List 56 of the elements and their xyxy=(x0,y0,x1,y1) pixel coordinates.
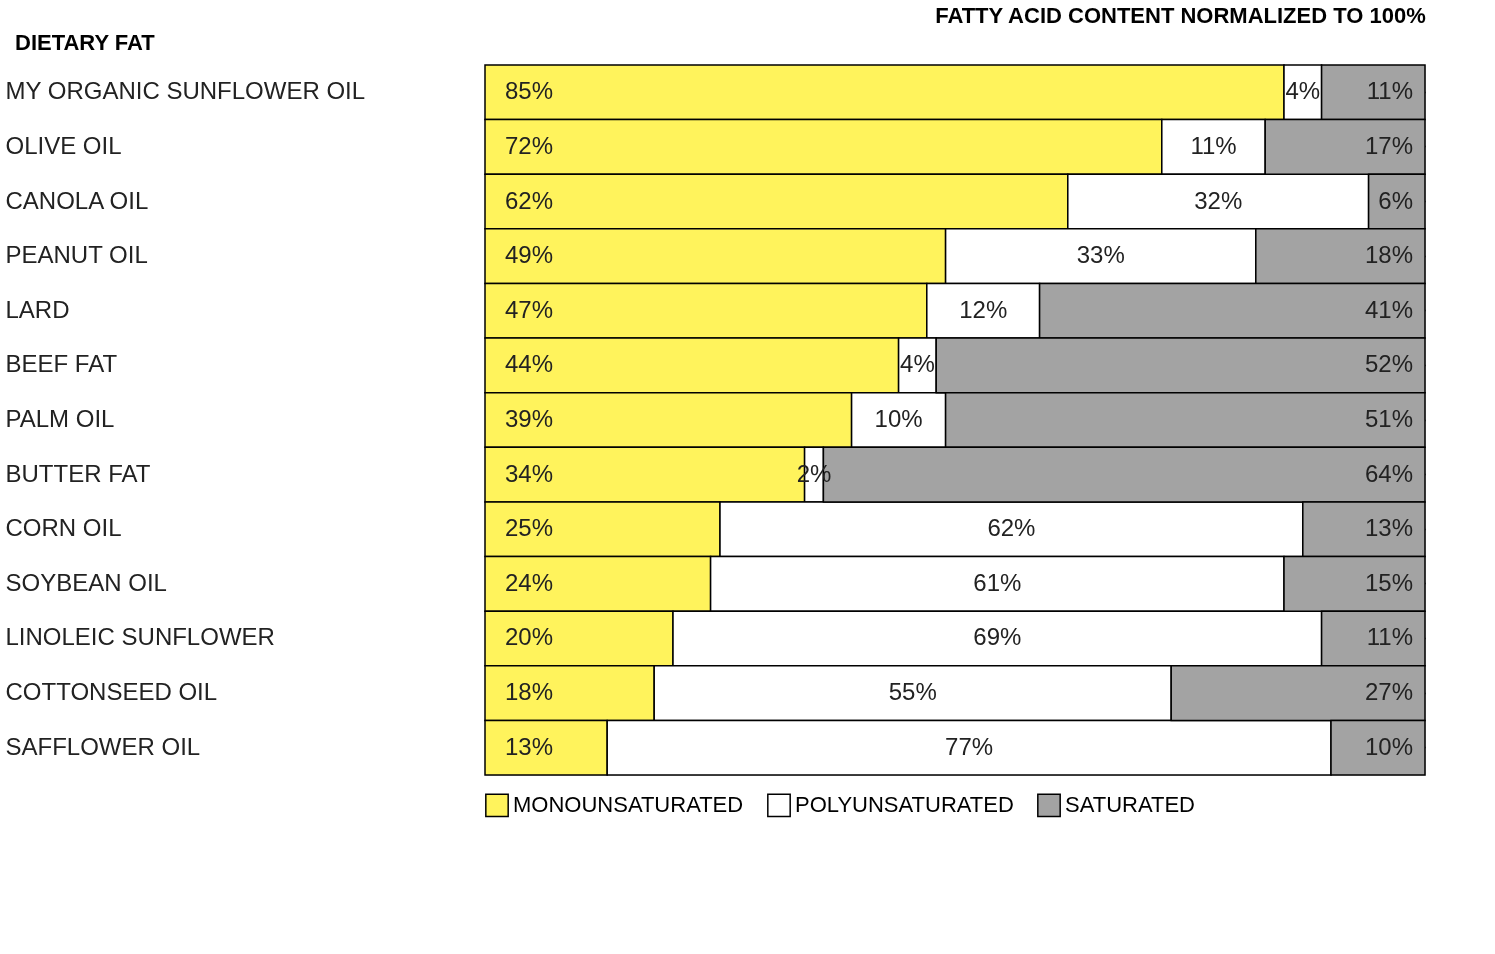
y-tick-label: SOYBEAN OIL xyxy=(5,568,167,596)
data-label: 72% xyxy=(505,131,554,159)
data-label: 25% xyxy=(505,514,554,542)
data-label: 47% xyxy=(505,295,554,323)
data-label: 52% xyxy=(1364,350,1413,378)
legend-label: POLYUNSATURATED xyxy=(795,792,1014,818)
data-label: 17% xyxy=(1364,131,1413,159)
y-tick-label: BEEF FAT xyxy=(5,350,118,378)
legend-label: SATURATED xyxy=(1065,792,1195,818)
text: DIETARY FAT xyxy=(15,30,156,55)
data-label: 18% xyxy=(1364,241,1413,269)
data-label: 64% xyxy=(1364,459,1413,487)
data-label: 18% xyxy=(505,678,554,706)
data-label: 11% xyxy=(1190,131,1237,159)
data-label: 61% xyxy=(973,568,1022,596)
y-tick-label: OLIVE OIL xyxy=(5,131,122,159)
legend-label: MONOUNSATURATED xyxy=(513,792,744,818)
data-label: 39% xyxy=(505,405,554,432)
data-label: 33% xyxy=(1076,241,1125,269)
data-label: 12% xyxy=(959,295,1008,323)
y-tick-label: LARD xyxy=(5,295,70,323)
y-tick-label: COTTONSEED OIL xyxy=(5,678,218,706)
y-tick-label: CORN OIL xyxy=(5,514,122,542)
data-label: 62% xyxy=(505,186,554,214)
data-label: 62% xyxy=(987,514,1036,542)
data-label: 85% xyxy=(505,77,554,105)
data-label: 4% xyxy=(1285,77,1321,105)
data-label: 77% xyxy=(945,732,994,760)
y-tick-label: CANOLA OIL xyxy=(5,186,149,214)
data-label: 13% xyxy=(1364,514,1413,542)
data-label: 41% xyxy=(1364,295,1413,323)
data-label: 27% xyxy=(1364,678,1413,706)
data-label: 15% xyxy=(1364,568,1413,596)
data-label: 44% xyxy=(505,350,554,378)
data-label: 51% xyxy=(1364,405,1413,432)
data-label: 34% xyxy=(505,459,554,487)
data-label: 24% xyxy=(505,568,554,596)
data-label: 55% xyxy=(888,678,937,706)
y-tick-label: PEANUT OIL xyxy=(5,241,148,269)
data-label: 4% xyxy=(900,350,935,378)
y-tick-label: PALM OIL xyxy=(5,405,115,432)
data-label: 10% xyxy=(1364,732,1413,760)
data-label: 32% xyxy=(1194,186,1243,214)
y-tick-label: SAFFLOWER OIL xyxy=(5,732,201,760)
y-tick-label: MY ORGANIC SUNFLOWER OIL xyxy=(5,77,366,105)
data-label: 10% xyxy=(874,405,923,432)
data-label: 49% xyxy=(505,241,554,269)
data-label: 20% xyxy=(505,623,554,651)
data-label: 11% xyxy=(1366,623,1413,651)
data-label: 11% xyxy=(1366,77,1413,105)
chart-title: FATTY ACID CONTENT NORMALIZED TO 100% xyxy=(935,3,1426,28)
y-tick-label: BUTTER FAT xyxy=(5,459,151,487)
data-label: 13% xyxy=(505,732,554,760)
data-label: 6% xyxy=(1378,186,1413,214)
data-label: 69% xyxy=(973,623,1022,651)
y-tick-label: LINOLEIC SUNFLOWER xyxy=(5,623,275,651)
